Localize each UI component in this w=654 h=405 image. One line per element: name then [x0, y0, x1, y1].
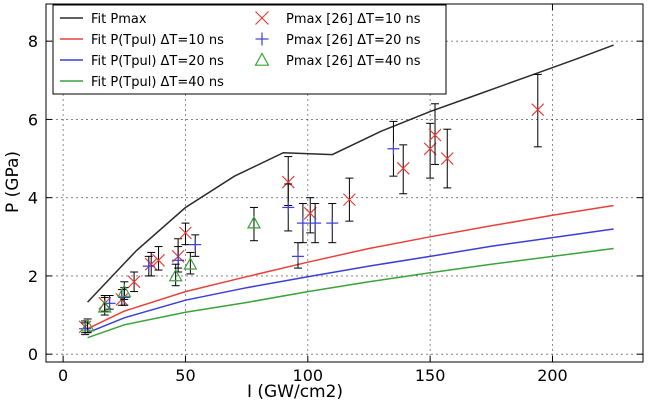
series-line [87, 44, 614, 303]
legend-box [52, 4, 447, 95]
data-point [296, 203, 309, 244]
x-marker-stroke [127, 275, 141, 289]
x-tick-label: 150 [415, 366, 446, 385]
data-point [142, 255, 155, 277]
data-point [440, 128, 454, 189]
x-marker-stroke [428, 128, 442, 142]
x-marker-stroke [303, 206, 317, 220]
legend-label: Pmax [26] ΔT=20 ns [286, 33, 421, 48]
data-point [172, 246, 185, 273]
data-point [282, 183, 295, 232]
data-point [246, 206, 261, 242]
y-tick-label: 2 [28, 267, 38, 286]
x-tick-label: 0 [58, 366, 68, 385]
triangle-marker [246, 215, 261, 229]
y-tick-label: 8 [28, 32, 38, 51]
series-line [87, 204, 614, 330]
y-tick-label: 4 [28, 189, 38, 208]
data-point [97, 296, 112, 316]
data-point [387, 120, 400, 177]
y-tick-label: 0 [28, 345, 38, 364]
legend-label: Pmax [26] ΔT=10 ns [286, 12, 421, 27]
x-tick-label: 100 [293, 366, 324, 385]
x-marker-stroke [440, 152, 454, 165]
data-point [183, 251, 198, 275]
x-marker-stroke [152, 253, 165, 267]
data-point [342, 177, 356, 222]
x-tick-label: 200 [537, 366, 568, 385]
data-point [309, 203, 322, 244]
triangle-marker [254, 52, 270, 66]
data-point [152, 246, 165, 271]
legend-label: Fit Pmax [91, 12, 147, 27]
data-point [168, 263, 183, 287]
triangle-marker [117, 284, 132, 297]
data-point [117, 281, 132, 300]
y-tick-label: 6 [28, 110, 38, 129]
x-marker-stroke [396, 161, 410, 175]
plot-frame [45, 3, 644, 363]
x-marker-stroke [423, 142, 437, 156]
triangle-marker [80, 318, 95, 332]
triangle-marker [97, 299, 112, 313]
series-line [87, 228, 614, 334]
legend-label: Fit P(Tpul) ΔT=20 ns [91, 54, 224, 69]
data-point [303, 197, 317, 234]
legend-label: Fit P(Tpul) ΔT=10 ns [91, 33, 224, 48]
x-marker-stroke [144, 257, 158, 271]
x-tick-label: 50 [175, 366, 195, 385]
legend-label: Pmax [26] ΔT=40 ns [286, 54, 421, 69]
x-marker-stroke [179, 226, 192, 240]
data-point [80, 318, 95, 334]
data-point [396, 144, 410, 195]
y-axis-label: P (GPa) [3, 151, 23, 213]
data-point [189, 234, 202, 257]
triangle-marker [168, 268, 183, 282]
data-point [326, 203, 339, 244]
data-point [423, 122, 437, 179]
data-point [179, 222, 192, 246]
data-point [127, 271, 141, 293]
series-line [87, 247, 614, 339]
legend-label: Fit P(Tpul) ΔT=40 ns [91, 75, 224, 90]
legend: Fit Pmax Fit P(Tpul) ΔT=10 ns Fit P(Tpul) … [52, 4, 447, 95]
x-marker-stroke [281, 175, 295, 189]
x-axis-label: I (GW/cm2) [247, 382, 343, 402]
data-point [428, 103, 442, 165]
x-marker-stroke [255, 11, 269, 25]
x-marker-stroke [531, 103, 545, 117]
data-point [292, 242, 305, 269]
data-point [531, 73, 545, 148]
triangle-marker [183, 256, 198, 270]
x-marker-stroke [342, 193, 356, 207]
series-layer [78, 44, 614, 339]
axis-ticks: 0 50 100 150 200 0 2 4 6 8 [28, 4, 643, 385]
